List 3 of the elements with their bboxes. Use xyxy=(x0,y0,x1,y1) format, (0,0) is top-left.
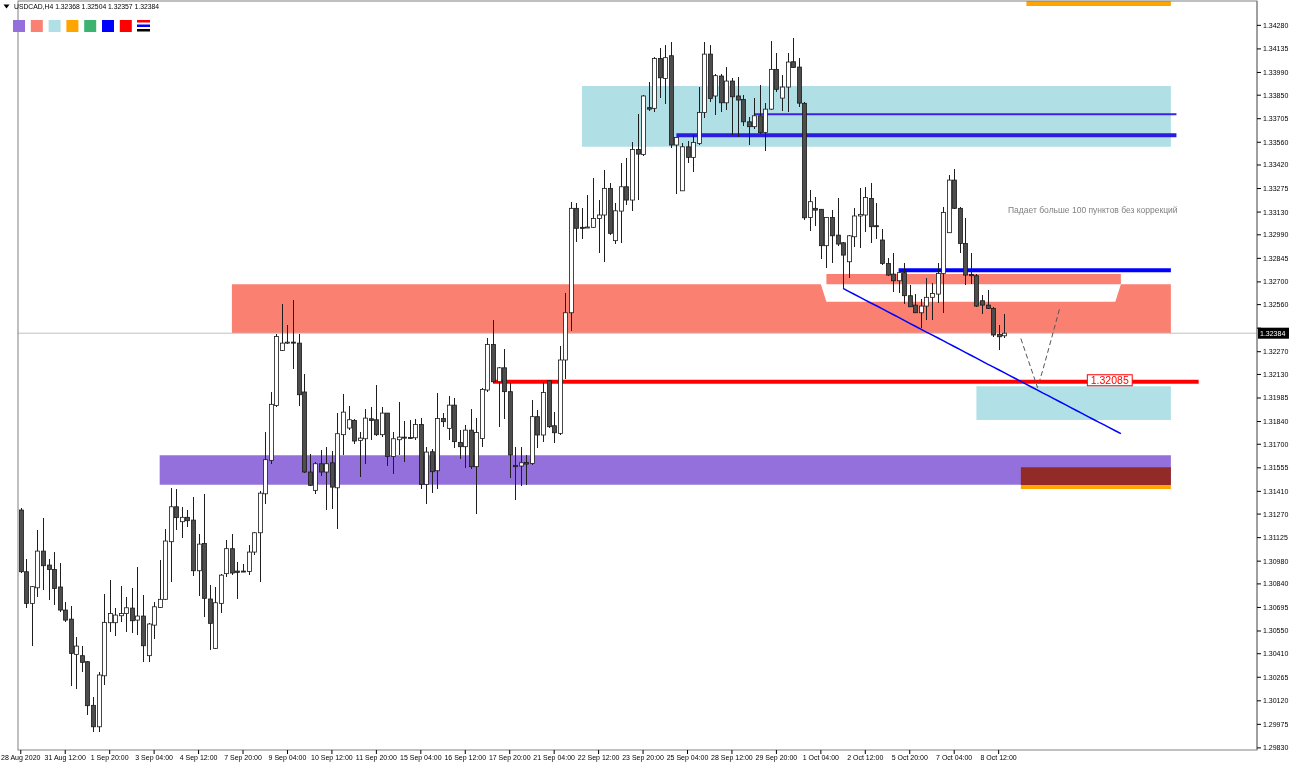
line-series xyxy=(1020,307,1061,389)
annotation: Падает больше 100 пунктов без коррекций xyxy=(1008,205,1178,215)
data-label: 1.32085 xyxy=(1090,374,1129,387)
